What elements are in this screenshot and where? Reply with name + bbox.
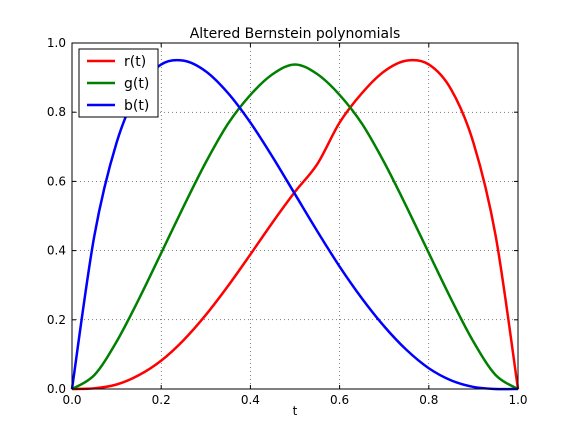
legend-label: b(t) [124,98,149,114]
y-tick-label: 0.0 [47,382,66,396]
y-tick-label: 1.0 [47,36,66,50]
legend-label: g(t) [124,76,149,92]
y-tick-label: 0.8 [47,105,66,119]
series-line-rt [71,58,520,391]
y-tick-label: 0.2 [47,313,66,327]
y-tick-label: 0.4 [47,244,66,258]
x-tick-label: 1.0 [508,393,527,407]
tick-labels: 0.0 0.2 0.4 0.6 0.8 1.0 0.0 0.2 0.4 0.6 0.8 1.0 [47,36,528,407]
plot-frame [71,42,519,390]
axis-ticks [71,42,519,390]
x-tick-label: 0.0 [62,393,81,407]
y-tick-label: 0.6 [47,174,66,188]
x-tick-label: 0.8 [419,393,438,407]
x-tick-label: 0.4 [241,393,260,407]
chart-title: Altered Bernstein polynomials [190,26,401,42]
x-tick-label: 0.6 [330,393,349,407]
x-axis-label: t [293,404,298,418]
legend-label: r(t) [124,54,146,70]
legend: r(t) g(t) b(t) [78,48,159,118]
series-line-gt [71,63,519,391]
x-tick-label: 0.2 [152,393,171,407]
